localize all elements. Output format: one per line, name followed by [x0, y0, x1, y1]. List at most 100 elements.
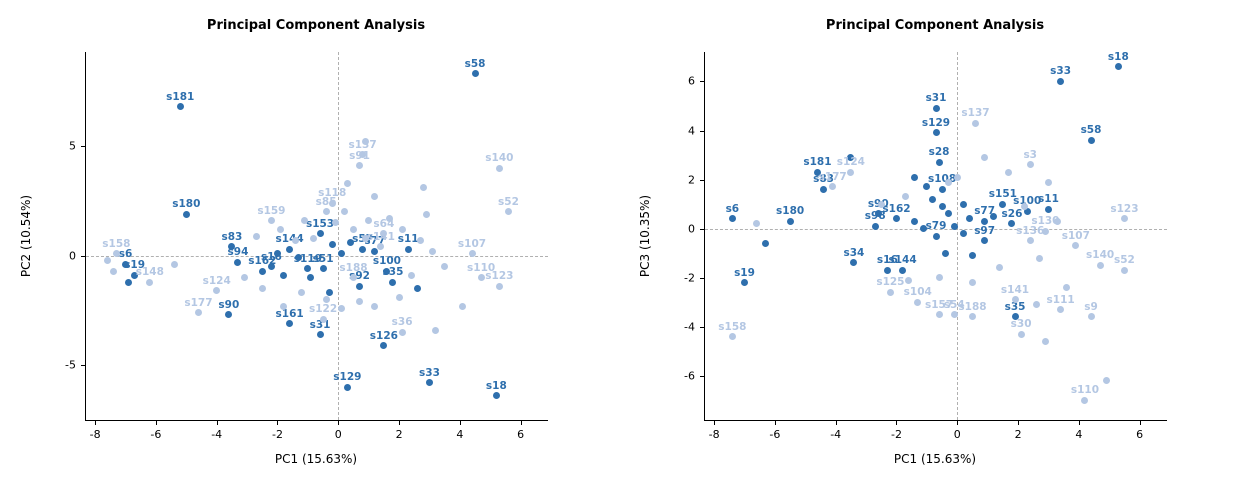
data-point [1087, 136, 1095, 144]
y-axis-tick [81, 146, 86, 148]
data-point [301, 217, 309, 225]
data-point [298, 289, 306, 297]
data-point [362, 234, 370, 242]
data-point [416, 236, 424, 244]
data-point [902, 193, 910, 201]
data-point [176, 103, 184, 111]
data-point [929, 195, 937, 203]
x-axis-tick [1018, 420, 1020, 425]
data-point [125, 278, 133, 286]
data-point [1011, 296, 1019, 304]
x-axis-tick [835, 420, 837, 425]
data-point [1120, 266, 1128, 274]
data-point [319, 315, 327, 323]
x-tick-label: -4 [211, 428, 223, 441]
data-point [346, 239, 354, 247]
data-point [1087, 313, 1095, 321]
y-axis-tick [700, 130, 705, 132]
point-label: s9 [1084, 300, 1098, 313]
data-point [1081, 396, 1089, 404]
data-point [959, 200, 967, 208]
data-point [258, 285, 266, 293]
data-point [371, 247, 379, 255]
x-tick-label: 6 [1136, 428, 1144, 441]
data-point [741, 279, 748, 287]
data-point [981, 153, 989, 161]
point-label: s162 [248, 255, 277, 268]
data-point [932, 104, 940, 112]
data-point [1057, 306, 1065, 314]
data-point [398, 225, 406, 233]
data-point [938, 185, 946, 193]
data-point [441, 263, 449, 271]
data-point [1072, 242, 1080, 250]
point-label: s36 [391, 316, 413, 329]
zero-line-vertical [957, 52, 959, 420]
point-label: s54 [943, 298, 965, 311]
point-label: s11 [397, 233, 419, 246]
point-label: s157 [924, 298, 954, 311]
data-point [343, 383, 351, 391]
point-label: s35 [1004, 300, 1026, 313]
x-axis-tick [896, 420, 898, 425]
data-point [495, 282, 503, 290]
x-tick-label: -6 [769, 428, 781, 441]
point-label: s129 [333, 371, 362, 384]
data-point [932, 129, 940, 137]
data-point [990, 212, 998, 220]
point-label: s77 [364, 235, 386, 248]
point-label: s158 [102, 237, 131, 250]
point-label: s30 [1010, 318, 1032, 331]
data-point [820, 185, 828, 193]
data-point [304, 265, 312, 273]
point-label: s124 [836, 156, 865, 169]
data-point [850, 259, 858, 267]
data-point [413, 285, 421, 293]
point-label: s6 [725, 202, 740, 215]
data-point [319, 265, 327, 273]
x-axis-tick [957, 420, 959, 425]
data-point [950, 222, 958, 230]
x-tick-label: -8 [89, 428, 101, 441]
data-point [1120, 215, 1128, 223]
data-point [1008, 220, 1016, 228]
point-label: s144 [888, 254, 917, 267]
data-point [109, 267, 117, 275]
data-point [477, 274, 485, 282]
data-point [429, 247, 436, 255]
data-point [356, 282, 364, 290]
point-label: s97 [974, 224, 996, 237]
data-point [950, 311, 958, 318]
y-tick-label: -4 [684, 320, 695, 334]
x-axis-tick [399, 420, 401, 425]
point-label: s129 [921, 116, 951, 129]
data-point [273, 250, 281, 258]
point-label: s137 [348, 138, 377, 151]
point-label: s98 [864, 210, 886, 223]
point-label: s33 [1050, 65, 1072, 78]
data-point [194, 309, 202, 317]
zero-line-vertical [338, 52, 340, 420]
data-point [911, 173, 919, 181]
data-point [935, 311, 943, 318]
point-label: s83 [813, 173, 834, 186]
data-point [371, 302, 379, 310]
data-point [103, 256, 111, 264]
chart-title: Principal Component Analysis [206, 18, 426, 33]
data-point [968, 252, 976, 260]
data-point [356, 162, 364, 170]
point-label: s6 [118, 248, 133, 261]
data-point [1011, 313, 1019, 321]
x-axis-tick [459, 420, 461, 425]
y-axis-tick [81, 365, 86, 367]
point-label: s122 [308, 303, 338, 316]
chart-title: Principal Component Analysis [825, 18, 1045, 33]
data-point [337, 304, 345, 312]
point-label: s188 [339, 261, 368, 274]
point-label: s107 [1061, 229, 1090, 242]
x-axis-label: PC1 (15.63%) [893, 452, 977, 466]
x-tick-label: 4 [1075, 428, 1083, 441]
y-tick-label: 6 [688, 74, 695, 88]
data-point [923, 183, 931, 191]
